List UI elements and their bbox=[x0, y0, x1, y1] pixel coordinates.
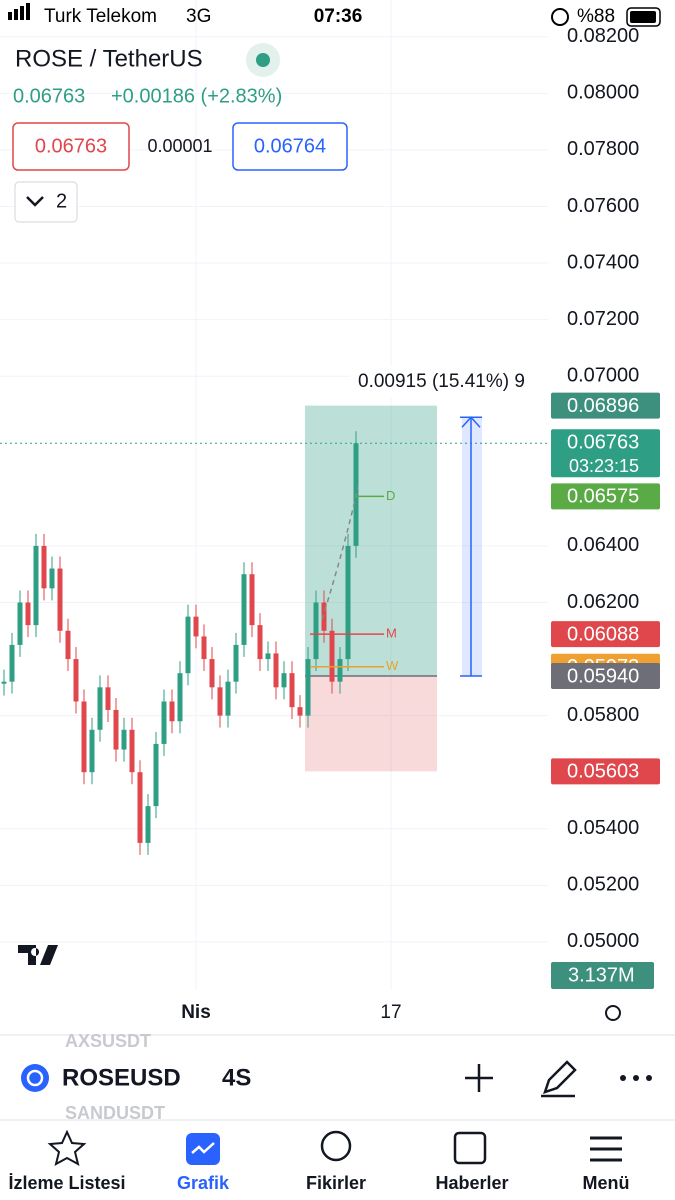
y-tick-label: 0.06200 bbox=[567, 591, 639, 613]
price-label: 0.06575 bbox=[567, 486, 639, 508]
ask-price: 0.06764 bbox=[254, 135, 326, 157]
signal-icon bbox=[14, 9, 18, 20]
chart-icon bbox=[186, 1133, 220, 1165]
network: 3G bbox=[186, 6, 211, 27]
y-tick-label: 0.05800 bbox=[567, 704, 639, 726]
signal-icon bbox=[26, 3, 30, 20]
y-tick-label: 0.05000 bbox=[567, 930, 639, 952]
y-tick-label: 0.05200 bbox=[567, 874, 639, 896]
carrier: Turk Telekom bbox=[44, 6, 157, 27]
measure-label: 0.00915 (15.41%) 9 bbox=[358, 371, 525, 392]
chevron-icon bbox=[26, 196, 44, 207]
y-tick-label: 0.08200 bbox=[567, 25, 639, 47]
lock-icon bbox=[551, 8, 569, 26]
menu-icon bbox=[590, 1136, 622, 1162]
y-tick-label: 0.07800 bbox=[567, 138, 639, 160]
price-label-bg bbox=[551, 392, 660, 419]
position-loss-zone bbox=[305, 676, 437, 772]
last-price: 0.06763 bbox=[13, 85, 85, 107]
draw-button[interactable] bbox=[541, 1060, 577, 1098]
watchlist-icon bbox=[47, 1129, 87, 1166]
tab-label[interactable]: Menü bbox=[583, 1173, 630, 1193]
price-label: 0.06763 bbox=[567, 432, 639, 454]
tab-label[interactable]: Haberler bbox=[435, 1173, 508, 1193]
x-tick-label: 17 bbox=[380, 1002, 401, 1023]
coin-icon bbox=[21, 1064, 49, 1092]
add-button[interactable] bbox=[465, 1064, 493, 1092]
ideas-icon bbox=[320, 1130, 352, 1162]
bid-price: 0.06763 bbox=[35, 135, 107, 157]
measure-arrowhead bbox=[460, 416, 482, 677]
market-status-dot bbox=[256, 53, 270, 67]
coin-icon-ring bbox=[26, 1069, 44, 1087]
level-label: W bbox=[386, 658, 399, 673]
ghost-symbol: AXSUSDT bbox=[65, 1031, 151, 1051]
position-profit-zone bbox=[305, 405, 437, 677]
price-label: 0.06896 bbox=[567, 395, 639, 417]
tab-label[interactable]: Grafik bbox=[177, 1173, 230, 1193]
y-tick-label: 0.05400 bbox=[567, 817, 639, 839]
signal-icon bbox=[8, 12, 12, 20]
volume-label: 3.137M bbox=[568, 964, 635, 986]
y-tick-label: 0.06400 bbox=[567, 534, 639, 556]
projection-line bbox=[321, 486, 359, 620]
tab-label[interactable]: İzleme Listesi bbox=[8, 1173, 125, 1193]
symbol-name[interactable]: ROSEUSD bbox=[62, 1064, 181, 1091]
interval[interactable]: 4S bbox=[222, 1064, 251, 1091]
price-label-bg bbox=[551, 621, 660, 648]
y-tick-label: 0.07000 bbox=[567, 364, 639, 386]
time: 07:36 bbox=[314, 6, 363, 27]
spread: 0.00001 bbox=[147, 136, 212, 156]
volume-label-bg bbox=[551, 962, 654, 989]
indicators-toggle[interactable] bbox=[14, 181, 78, 223]
symbol-title: ROSE / TetherUS bbox=[15, 45, 203, 72]
y-tick-label: 0.08000 bbox=[567, 82, 639, 104]
countdown: 03:23:15 bbox=[569, 456, 639, 476]
y-tick-label: 0.07200 bbox=[567, 308, 639, 330]
status-bar: Turk Telekom 3G 07:36 %88 bbox=[8, 3, 661, 27]
price-label-bg bbox=[551, 663, 660, 690]
price-label: 0.05940 bbox=[567, 665, 639, 687]
battery-text: %88 bbox=[577, 6, 615, 27]
buy-button[interactable] bbox=[232, 122, 348, 171]
measure-range bbox=[462, 417, 482, 677]
battery-level bbox=[630, 11, 656, 23]
chart-icon-line bbox=[191, 1142, 215, 1154]
sell-button[interactable] bbox=[12, 122, 130, 171]
tab-label[interactable]: Fikirler bbox=[306, 1173, 366, 1193]
chart-layer: 0.08200 0.08000 0.07800 0.07600 0.07400 0.072… bbox=[0, 0, 660, 1023]
y-tick-label: 0.07600 bbox=[567, 195, 639, 217]
price-label-bg bbox=[551, 483, 660, 510]
settings-icon[interactable] bbox=[605, 1005, 621, 1021]
x-tick-label: Nis bbox=[181, 1002, 211, 1023]
price-label-bg bbox=[551, 758, 660, 785]
ghost-symbol: SANDUSDT bbox=[65, 1103, 165, 1123]
y-tick-label: 0.07400 bbox=[567, 251, 639, 273]
tab-bar: İzleme Listesi Grafik Fikirler Haberler Menü bbox=[8, 1173, 629, 1193]
price-label: 0.06088 bbox=[567, 623, 639, 645]
more-button[interactable] bbox=[620, 1075, 652, 1081]
price-change: +0.00186 (+2.83%) bbox=[111, 85, 282, 107]
price-label-bg bbox=[551, 429, 660, 478]
level-label: M bbox=[386, 626, 397, 641]
signal-icon bbox=[20, 6, 24, 20]
measure-label-box bbox=[350, 366, 548, 398]
indicator-count: 2 bbox=[56, 190, 67, 212]
battery-icon bbox=[626, 7, 661, 27]
tv-logo bbox=[18, 945, 58, 965]
news-icon bbox=[453, 1131, 487, 1165]
level-label: D bbox=[386, 488, 395, 503]
price-label: 0.05603 bbox=[567, 761, 639, 783]
